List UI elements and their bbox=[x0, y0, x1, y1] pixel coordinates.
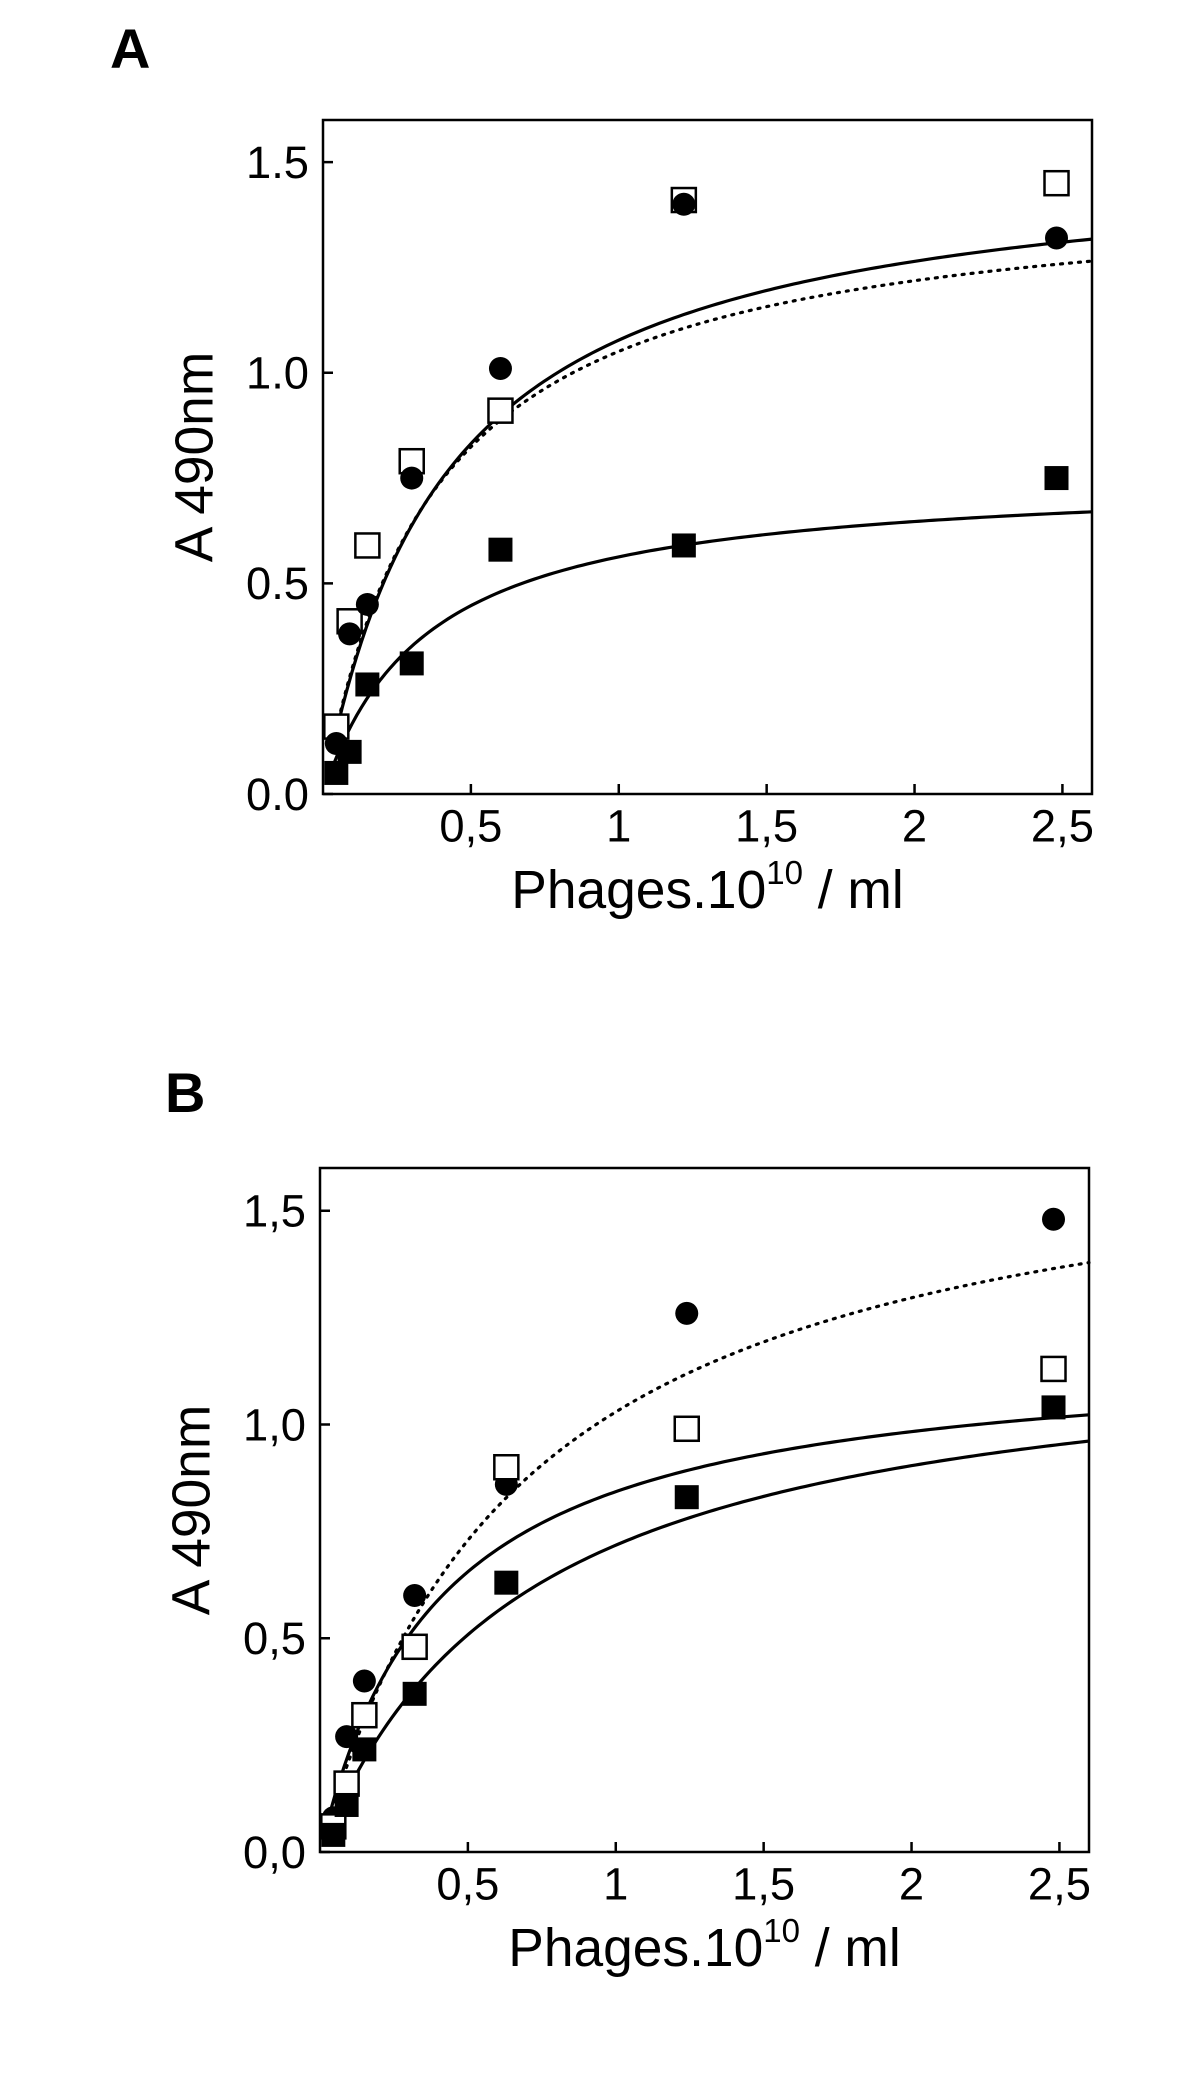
svg-text:1,5: 1,5 bbox=[735, 801, 798, 852]
svg-text:1.0: 1.0 bbox=[246, 348, 309, 399]
svg-text:2: 2 bbox=[902, 801, 927, 852]
svg-text:Phages.1010 / ml: Phages.1010 / ml bbox=[511, 855, 903, 920]
panel-a-label: A bbox=[110, 16, 150, 81]
svg-text:0.0: 0.0 bbox=[246, 769, 309, 820]
svg-text:Phages.1010 / ml: Phages.1010 / ml bbox=[508, 1913, 900, 1978]
svg-text:2,5: 2,5 bbox=[1031, 801, 1094, 852]
figure-page: A 0,5 1 1,5 2 2,5 0.0 0.5 1.0 1.5 Phages.1010 / m… bbox=[0, 0, 1200, 2075]
svg-text:2: 2 bbox=[899, 1859, 924, 1910]
svg-text:0,5: 0,5 bbox=[439, 801, 502, 852]
svg-text:0.5: 0.5 bbox=[246, 558, 309, 609]
panel-b-label: B bbox=[165, 1060, 205, 1125]
svg-text:1: 1 bbox=[603, 1859, 628, 1910]
svg-text:0,5: 0,5 bbox=[436, 1859, 499, 1910]
svg-text:1,5: 1,5 bbox=[243, 1186, 306, 1237]
svg-text:1,0: 1,0 bbox=[243, 1399, 306, 1450]
panel-b-chart: 0,511,522,50,00,51,01,5Phages.1010 / mlA… bbox=[165, 1140, 1125, 1980]
svg-text:2,5: 2,5 bbox=[1028, 1859, 1091, 1910]
svg-text:1: 1 bbox=[606, 801, 631, 852]
svg-text:A 490nm: A 490nm bbox=[168, 352, 224, 562]
panel-a-chart: 0,5 1 1,5 2 2,5 0.0 0.5 1.0 1.5 Phages.1010 / ml A… bbox=[168, 92, 1128, 922]
svg-text:A 490nm: A 490nm bbox=[165, 1405, 221, 1615]
svg-text:1.5: 1.5 bbox=[246, 137, 309, 188]
svg-text:1,5: 1,5 bbox=[732, 1859, 795, 1910]
svg-text:0,5: 0,5 bbox=[243, 1613, 306, 1664]
svg-text:0,0: 0,0 bbox=[243, 1827, 306, 1878]
